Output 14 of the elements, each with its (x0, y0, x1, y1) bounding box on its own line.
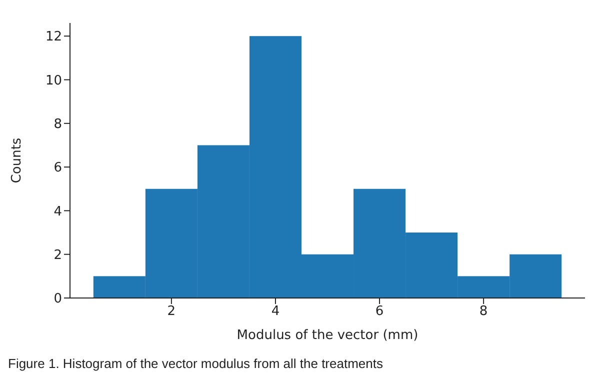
caption: Figure 1. Histogram of the vector modulus from all the treatments (8, 356, 384, 371)
y-tick-label: 12 (45, 30, 62, 45)
y-tick-label: 0 (54, 292, 62, 307)
x-tick-label: 4 (271, 304, 280, 320)
y-tick-label: 6 (54, 160, 62, 176)
x-tick-label: 8 (479, 304, 488, 320)
x-tick-label: 6 (375, 304, 384, 320)
x-tick-label: 2 (167, 304, 176, 320)
y-tick-label: 2 (54, 248, 62, 263)
y-tick-label: 10 (45, 73, 62, 88)
y-axis-title: Counts (10, 138, 25, 184)
y-tick-label: 4 (54, 204, 62, 220)
x-axis-title: Modulus of the vector (mm) (236, 328, 418, 343)
y-tick-label: 8 (54, 117, 62, 132)
